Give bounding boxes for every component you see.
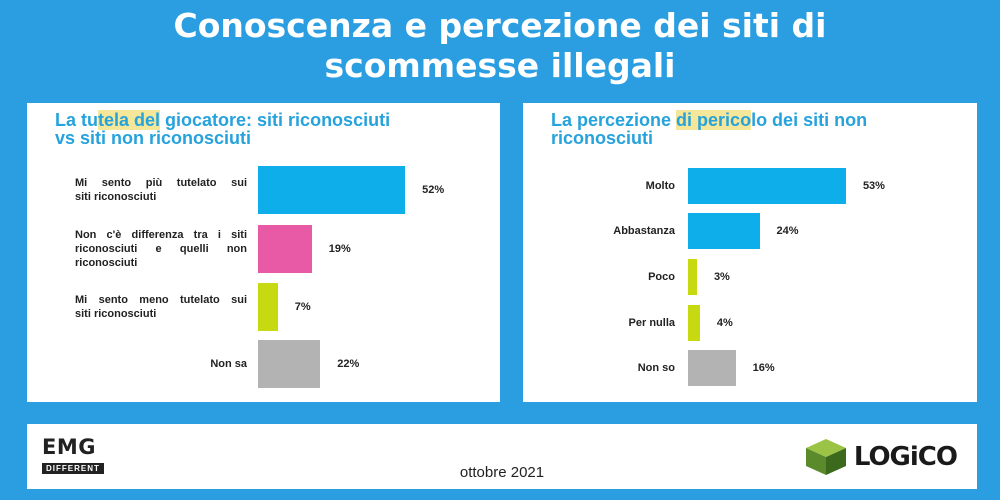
bar-value-label: 16% [752,362,775,374]
bar-label-line: siti riconosciuti [75,308,157,320]
bar-label: Non c'è differenza tra i siti riconosciut… [75,228,247,270]
bar [688,213,760,249]
left-title-highlight: tela del [98,110,161,130]
right-title-line-2: riconosciuti [551,128,654,148]
left-chart-title: La tutela del giocatore: siti riconosciu… [55,110,475,148]
right-title-highlight: di perico [676,110,752,130]
bar [258,283,278,331]
bar-value-label: 3% [713,271,730,283]
bar-label-line: Per nulla [628,317,675,329]
bar-label-line: Mi sento meno tutelato sui [75,294,247,306]
logico-logo-text: LOGiCO [853,442,958,472]
bar-label: Per nulla [543,316,675,330]
bar [688,305,700,341]
bar-value-label: 22% [337,358,360,370]
right-chart-panel: La percezione di pericolo dei siti non r… [523,103,977,402]
bar-label: Abbastanza [543,224,675,238]
page-title: Conoscenza e percezione dei siti di scom… [0,6,1000,86]
bar-value-label: 19% [328,243,351,255]
logico-logo: LOGiCO [804,434,958,480]
bar-label-line: Non c'è differenza tra i siti [75,229,247,241]
bar [688,168,846,204]
left-title-line-2: vs siti non riconosciuti [55,128,252,148]
bar [258,225,312,273]
bar-label-line: Abbastanza [613,225,675,237]
bar-label: Molto [543,179,675,193]
bar-label-line: Poco [648,271,675,283]
right-chart-title: La percezione di pericolo dei siti non r… [551,110,971,148]
left-title-part-a: La tu [55,110,98,130]
left-title-part-b: giocatore: siti riconosciuti [160,110,391,130]
bar-label-line: Molto [645,180,675,192]
title-line-1: Conoscenza e percezione dei siti di [173,6,827,45]
bar-label: Non sa [75,357,247,371]
bar-label: Poco [543,270,675,284]
bar-label: Mi sento più tutelato sui siti riconosciu… [75,176,247,204]
bar [688,259,697,295]
bar-label-line: riconosciuti e quelli non [75,243,247,255]
bar-value-label: 7% [294,301,311,313]
footer-date: ottobre 2021 [459,464,545,481]
bar-label-line: siti riconosciuti [75,191,157,203]
left-chart-panel: La tutela del giocatore: siti riconosciu… [27,103,500,402]
bar-label: Mi sento meno tutelato sui siti riconosci… [75,293,247,321]
bar-label-line: Mi sento più tutelato sui [75,177,247,189]
emg-logo-text: EMG [42,435,96,459]
emg-logo: EMG DIFFERENT [42,436,104,476]
bar-value-label: 24% [776,225,799,237]
bar [258,166,406,214]
bar-label: Non so [543,361,675,375]
right-title-part-b: lo dei siti non [751,110,868,130]
bar-label-line: Non sa [210,358,247,370]
right-title-part-a: La percezione [551,110,677,130]
bar-label-line: riconosciuti [75,257,138,269]
title-line-2: scommesse illegali [324,46,676,85]
bar-value-label: 53% [862,180,885,192]
emg-logo-subtext: DIFFERENT [42,463,104,474]
bar [258,340,321,388]
bar-value-label: 4% [716,317,733,329]
bar-value-label: 52% [422,184,445,196]
bar [688,350,736,386]
bar-label-line: Non so [637,362,675,374]
cube-icon [805,439,846,475]
footer-bar: EMG DIFFERENT ottobre 2021 LOGiCO [27,424,977,489]
